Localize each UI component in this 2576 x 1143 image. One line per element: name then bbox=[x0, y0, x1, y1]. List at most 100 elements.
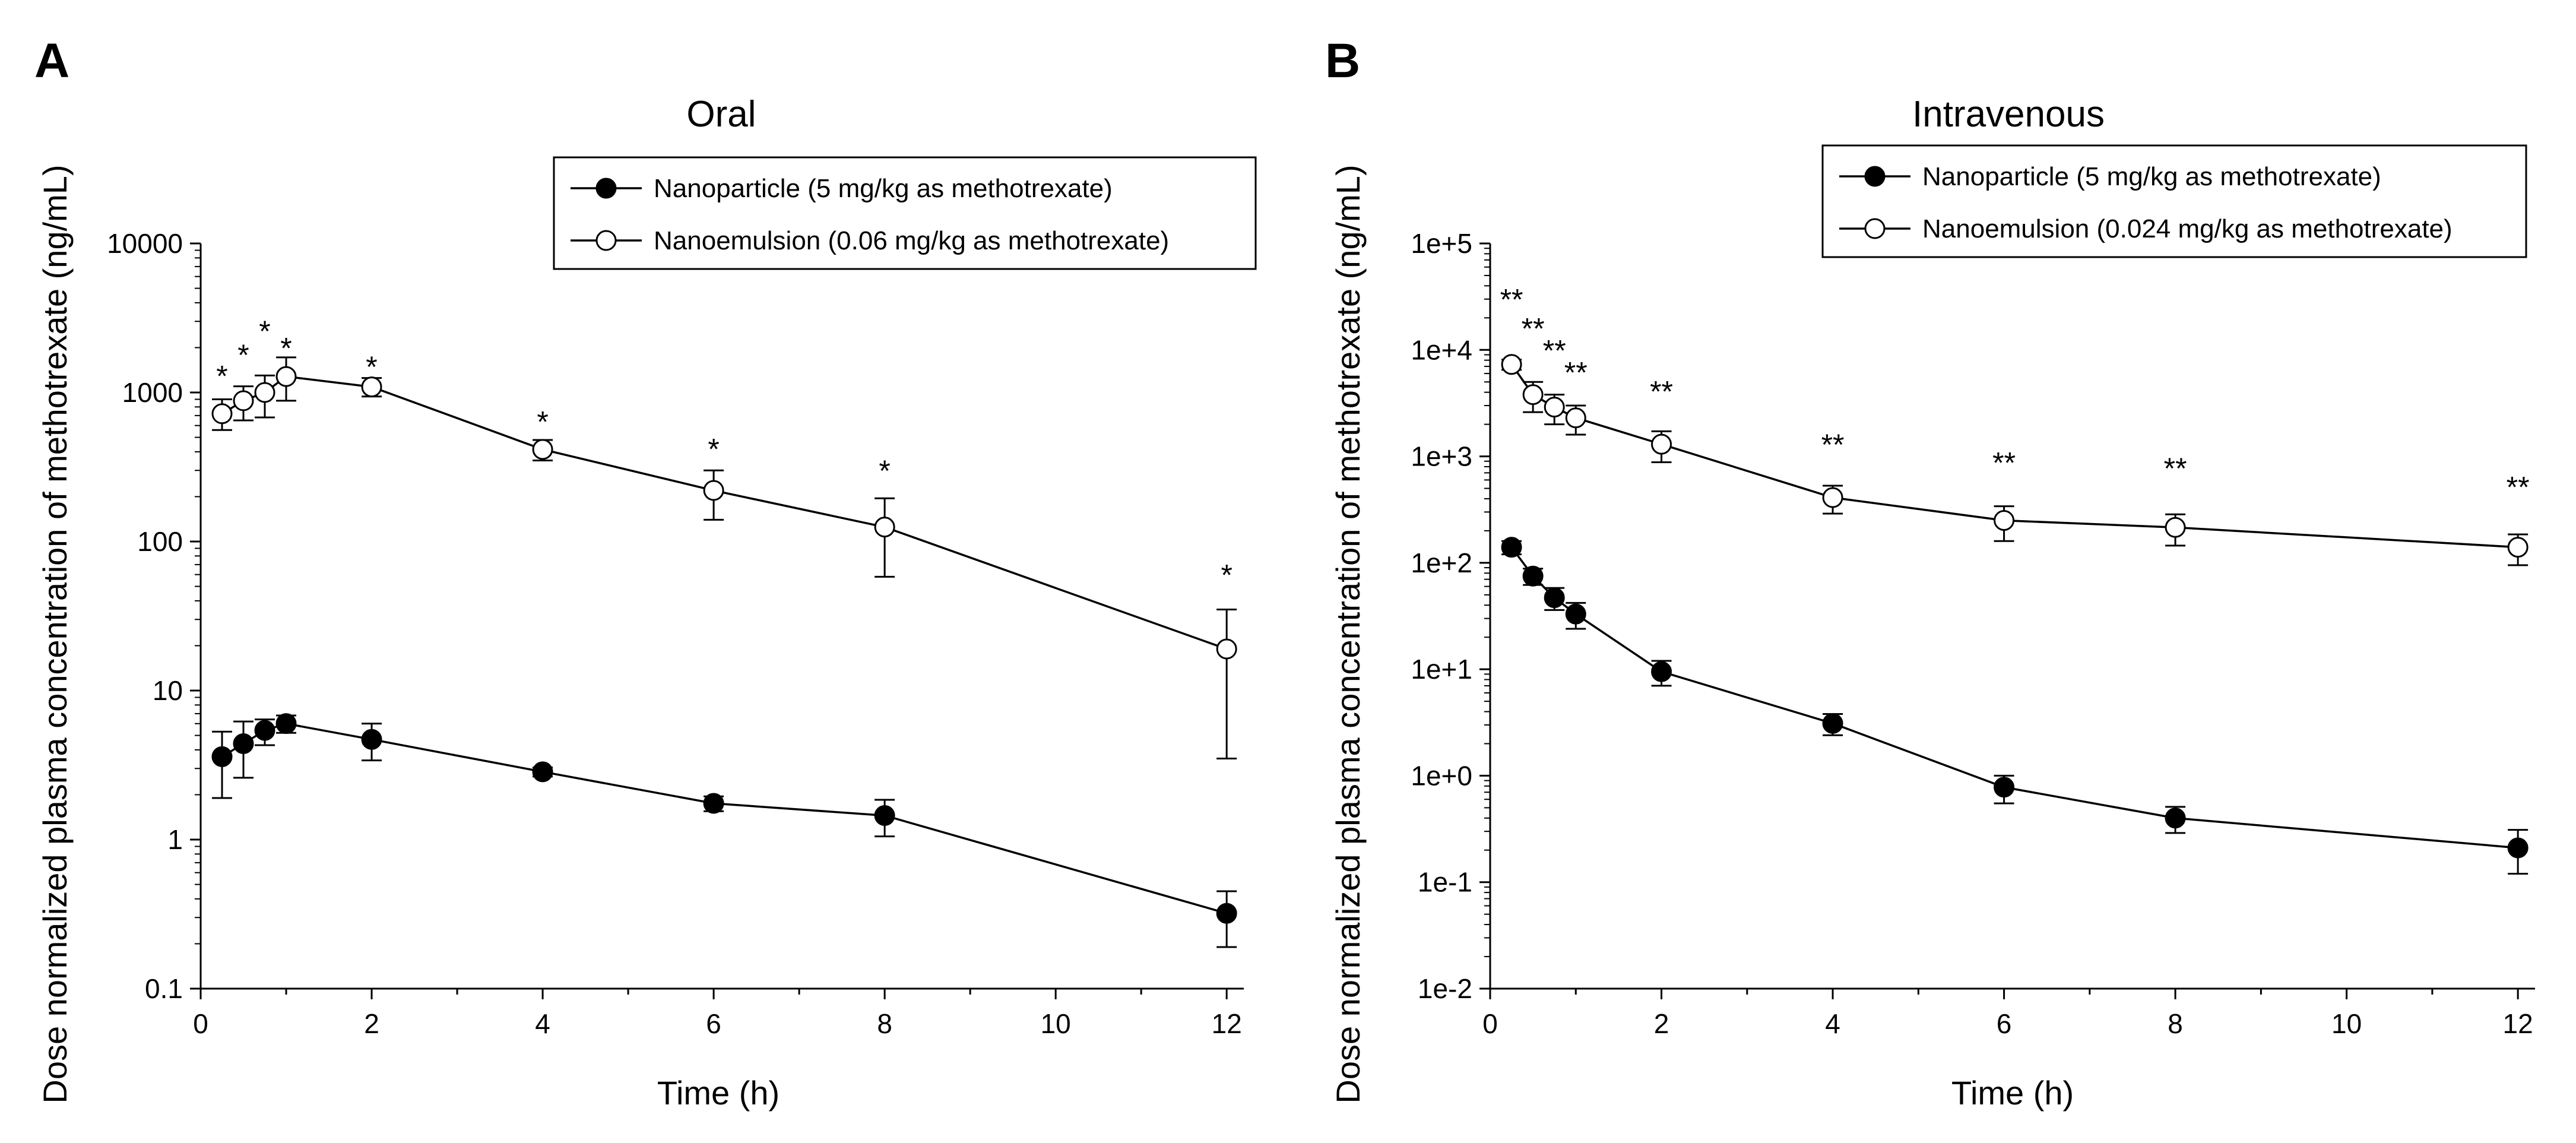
significance-marker: ** bbox=[1522, 312, 1545, 346]
data-point bbox=[361, 729, 382, 750]
data-point bbox=[1501, 537, 1522, 558]
x-tick-label: 2 bbox=[364, 1008, 379, 1039]
panel-letter-a: A bbox=[34, 34, 69, 88]
y-tick-label: 1e+2 bbox=[1411, 547, 1472, 578]
data-point bbox=[1216, 903, 1237, 924]
x-axis-label: Time (h) bbox=[1951, 1074, 2074, 1112]
series-line bbox=[1510, 546, 2518, 849]
x-tick-label: 12 bbox=[2503, 1008, 2533, 1039]
y-axis-label: Dose normalized plasma concentration of … bbox=[36, 164, 74, 1103]
legend-marker bbox=[595, 230, 617, 251]
chart-title-intravenous: Intravenous bbox=[1912, 94, 2105, 135]
data-point bbox=[1822, 487, 1843, 508]
significance-marker: ** bbox=[1543, 334, 1566, 367]
data-point bbox=[532, 761, 553, 783]
series-line bbox=[221, 375, 1227, 650]
y-tick-label: 1e-1 bbox=[1418, 867, 1472, 898]
significance-marker: * bbox=[366, 350, 377, 384]
y-tick-label: 10 bbox=[153, 675, 183, 706]
y-tick-label: 100 bbox=[137, 526, 183, 557]
y-tick-label: 0.1 bbox=[145, 973, 183, 1004]
significance-marker: * bbox=[1221, 559, 1232, 592]
data-point bbox=[1651, 661, 1672, 682]
data-point bbox=[1522, 384, 1544, 406]
panel-a: A Oral Time (h) Dose normalized plasma c… bbox=[34, 34, 1257, 1112]
y-tick-label: 1e+5 bbox=[1411, 228, 1472, 259]
data-point bbox=[1216, 638, 1237, 660]
significance-marker: ** bbox=[2507, 470, 2530, 504]
legend-entry: Nanoemulsion (0.06 mg/kg as methotrexate… bbox=[654, 226, 1169, 255]
x-tick-label: 0 bbox=[1482, 1008, 1498, 1039]
data-point bbox=[532, 439, 553, 460]
legend-entry: Nanoemulsion (0.024 mg/kg as methotrexat… bbox=[1922, 214, 2453, 243]
significance-marker: * bbox=[259, 315, 270, 348]
significance-marker: * bbox=[216, 359, 227, 392]
data-point bbox=[703, 793, 724, 814]
y-tick-label: 1e+1 bbox=[1411, 654, 1472, 685]
significance-marker: ** bbox=[1992, 447, 2016, 480]
legend-entry: Nanoparticle (5 mg/kg as methotrexate) bbox=[1922, 162, 2381, 191]
x-tick-label: 6 bbox=[706, 1008, 721, 1039]
significance-marker: * bbox=[879, 454, 890, 487]
legend-marker bbox=[595, 178, 617, 199]
data-point bbox=[1822, 713, 1843, 734]
legend-marker bbox=[1864, 218, 1886, 239]
data-point bbox=[254, 720, 275, 741]
data-point bbox=[874, 805, 895, 826]
data-point bbox=[275, 713, 297, 734]
significance-marker: ** bbox=[1564, 356, 1588, 390]
legend-marker bbox=[1864, 166, 1886, 187]
data-point bbox=[1522, 565, 1544, 587]
data-point bbox=[1994, 510, 2015, 531]
significance-marker: ** bbox=[1821, 428, 1845, 461]
data-point bbox=[1651, 433, 1672, 455]
x-tick-label: 12 bbox=[1212, 1008, 1242, 1039]
data-point bbox=[233, 733, 254, 754]
data-point bbox=[275, 366, 297, 387]
x-tick-label: 2 bbox=[1654, 1008, 1669, 1039]
x-tick-label: 8 bbox=[2168, 1008, 2183, 1039]
x-tick-label: 10 bbox=[2331, 1008, 2362, 1039]
y-tick-label: 1000 bbox=[122, 377, 183, 408]
data-point bbox=[703, 480, 724, 501]
legend-box bbox=[553, 156, 1257, 270]
significance-marker: ** bbox=[1650, 375, 1673, 409]
x-tick-label: 0 bbox=[193, 1008, 208, 1039]
data-point bbox=[254, 382, 275, 403]
legend-entry: Nanoparticle (5 mg/kg as methotrexate) bbox=[654, 174, 1113, 203]
panel-letter-b: B bbox=[1325, 34, 1360, 88]
data-point bbox=[233, 390, 254, 411]
y-tick-label: 1e+4 bbox=[1411, 334, 1472, 365]
data-point bbox=[1501, 354, 1522, 375]
chart-title-oral: Oral bbox=[686, 94, 756, 135]
data-point bbox=[1565, 603, 1586, 625]
x-tick-label: 4 bbox=[1825, 1008, 1840, 1039]
significance-marker: ** bbox=[2164, 452, 2187, 485]
x-axis-label: Time (h) bbox=[657, 1074, 780, 1112]
y-tick-label: 1 bbox=[167, 824, 183, 855]
data-point bbox=[2165, 808, 2186, 829]
data-point bbox=[1994, 777, 2015, 798]
data-point bbox=[1544, 397, 1565, 418]
data-point bbox=[361, 376, 382, 398]
x-tick-label: 4 bbox=[535, 1008, 550, 1039]
significance-marker: * bbox=[237, 338, 249, 372]
x-tick-label: 10 bbox=[1041, 1008, 1071, 1039]
y-axis-label: Dose normalized plasma concentration of … bbox=[1329, 164, 1367, 1103]
significance-marker: * bbox=[537, 406, 548, 439]
significance-marker: ** bbox=[1500, 283, 1523, 316]
x-tick-label: 8 bbox=[877, 1008, 892, 1039]
series-line bbox=[221, 722, 1227, 914]
panel-b: B Intravenous Time (h) Dose normalized p… bbox=[1325, 34, 2535, 1112]
data-point bbox=[1544, 587, 1565, 609]
y-tick-label: 1e-2 bbox=[1418, 973, 1472, 1004]
data-point bbox=[211, 746, 233, 767]
y-tick-label: 10000 bbox=[107, 228, 183, 259]
significance-marker: * bbox=[280, 331, 291, 365]
x-tick-label: 6 bbox=[1997, 1008, 2012, 1039]
data-point bbox=[211, 403, 233, 425]
data-point bbox=[2507, 837, 2529, 859]
legend-box bbox=[1821, 144, 2527, 258]
data-point bbox=[2165, 517, 2186, 538]
